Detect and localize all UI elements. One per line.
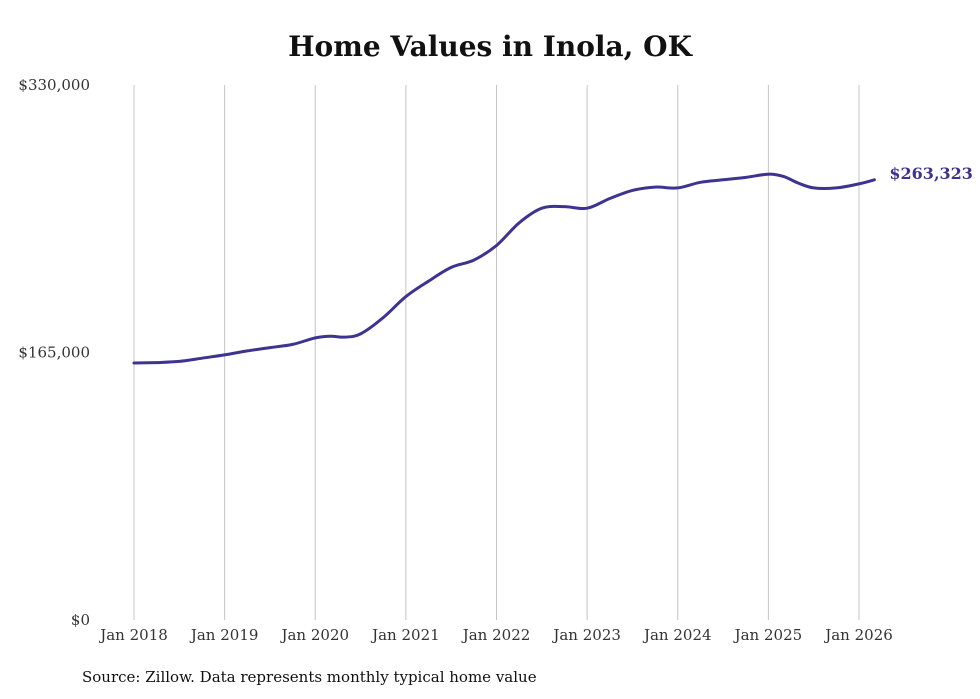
series-line-0 (132, 172, 876, 365)
y-tick-label: $165,000 (18, 344, 90, 362)
end-value-label: $263,323 (889, 164, 973, 183)
x-tick-label: Jan 2021 (370, 626, 440, 644)
chart-title: Home Values in Inola, OK (288, 30, 692, 63)
y-tick-label: $0 (71, 611, 90, 629)
x-tick-label: Jan 2018 (98, 626, 168, 644)
x-tick-label: Jan 2026 (823, 626, 893, 644)
y-tick-label: $330,000 (18, 76, 90, 94)
x-tick-label: Jan 2024 (642, 626, 712, 644)
y-axis-tick-labels: $0 $165,000 $330,000 (18, 76, 90, 629)
series-layer (132, 172, 876, 365)
x-tick-label: Jan 2019 (189, 626, 259, 644)
source-note: Source: Zillow. Data represents monthly … (82, 668, 537, 686)
x-axis-tick-labels: Jan 2018 Jan 2019 Jan 2020 Jan 2021 Jan 2022… (98, 626, 893, 644)
x-tick-label: Jan 2023 (551, 626, 621, 644)
x-tick-label: Jan 2025 (733, 626, 803, 644)
x-tick-label: Jan 2022 (461, 626, 531, 644)
x-tick-label: Jan 2020 (279, 626, 349, 644)
